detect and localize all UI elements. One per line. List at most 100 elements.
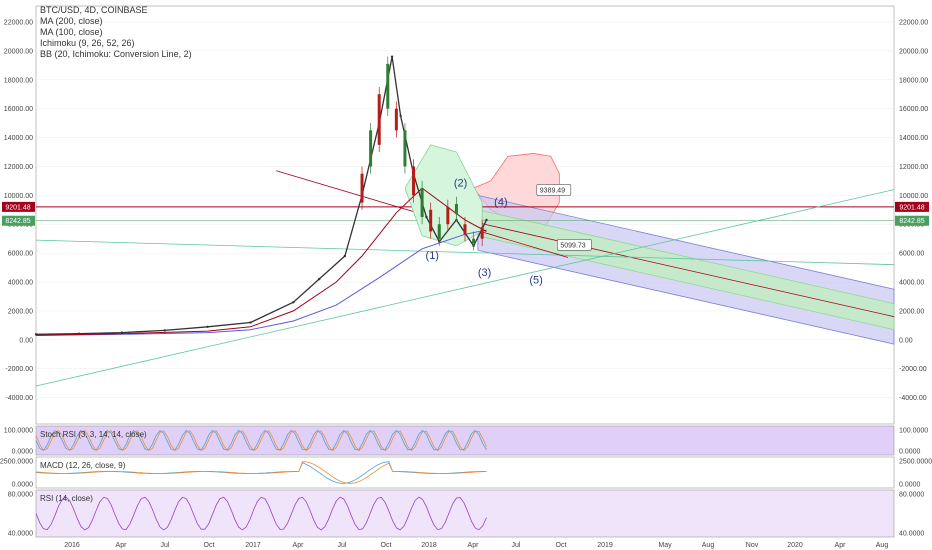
y-tick-left-1: 20000.00 bbox=[4, 48, 33, 55]
y-tick-left-5: 12000.00 bbox=[4, 164, 33, 171]
price-label-left-bg-ma bbox=[2, 215, 35, 226]
x-tick-13: May bbox=[658, 542, 672, 549]
x-tick-1: Apr bbox=[116, 542, 128, 549]
subpanel-0-tick-right-1: 0.0000 bbox=[899, 449, 921, 456]
series-0-point-6 bbox=[292, 301, 295, 304]
callout-box-1 bbox=[557, 239, 592, 251]
y-tick-right-5: 12000.00 bbox=[899, 164, 928, 171]
wave-label-0: (1) bbox=[426, 250, 439, 262]
legend-ma200: MA (200, close) bbox=[40, 16, 103, 26]
candle-body-6 bbox=[412, 166, 416, 196]
candle-body-13 bbox=[472, 238, 476, 244]
candle-body-8 bbox=[429, 209, 433, 232]
series-0-point-3 bbox=[163, 329, 166, 332]
x-tick-6: Jul bbox=[338, 542, 347, 549]
y-tick-right-12: -2000.00 bbox=[899, 366, 927, 373]
legend: BTC/USD, 4D, COINBASE MA (200, close) MA… bbox=[40, 5, 192, 60]
y-tick-left-2: 18000.00 bbox=[4, 77, 33, 84]
y-tick-left-12: -2000.00 bbox=[5, 366, 33, 373]
rsi-label: RSI (14, close) bbox=[40, 494, 93, 503]
price-label-left-current: 9201.48 bbox=[5, 204, 30, 211]
y-tick-right-2: 18000.00 bbox=[899, 77, 928, 84]
candle-body-1 bbox=[369, 130, 373, 167]
series-0-point-12 bbox=[399, 114, 402, 118]
y-tick-left-13: -4000.00 bbox=[5, 395, 33, 402]
y-tick-right-9: 4000.00 bbox=[899, 280, 924, 287]
legend-bb: BB (20, Ichimoku: Conversion Line, 2) bbox=[40, 49, 192, 59]
trendline-support bbox=[35, 239, 895, 266]
series-0-point-7 bbox=[317, 277, 321, 281]
candle-body-4 bbox=[394, 108, 398, 131]
subpanel-1-tick-left-1: 0.0000 bbox=[12, 482, 34, 489]
subpanel-1-tick-left-0: 2500.0000 bbox=[0, 459, 33, 466]
stoch-rsi-label: Stoch RSI (3, 3, 14, 14, close) bbox=[40, 430, 147, 439]
series-0-point-18 bbox=[485, 218, 488, 222]
x-tick-11: Oct bbox=[556, 542, 567, 549]
x-tick-15: Nov bbox=[746, 542, 759, 549]
subpanel-frame-0 bbox=[35, 425, 895, 456]
subpanel-2-line bbox=[35, 496, 487, 531]
x-tick-14: Aug bbox=[702, 542, 715, 549]
wave-label-3: (4) bbox=[494, 196, 507, 208]
wave-label-2: (3) bbox=[478, 267, 491, 279]
subpanel-0-tick-right-0: 100.0000 bbox=[899, 428, 928, 435]
candle-body-0 bbox=[360, 173, 364, 203]
price-label-right-ma: 8242.85 bbox=[899, 218, 924, 225]
wave-label-1: (2) bbox=[454, 178, 467, 190]
y-tick-right-10: 2000.00 bbox=[899, 308, 924, 315]
legend-ichimoku: Ichimoku (9, 26, 52, 26) bbox=[40, 38, 135, 48]
y-tick-right-11: 0.00 bbox=[899, 337, 913, 344]
price-label-right-current: 9201.48 bbox=[899, 204, 924, 211]
series-0-point-5 bbox=[249, 321, 252, 324]
x-tick-12: 2019 bbox=[597, 542, 613, 549]
candle-body-5 bbox=[403, 130, 407, 167]
candle-body-14 bbox=[480, 227, 484, 239]
x-tick-3: Oct bbox=[204, 542, 215, 549]
x-tick-8: 2018 bbox=[421, 542, 437, 549]
y-tick-left-10: 2000.00 bbox=[8, 308, 33, 315]
y-tick-left-0: 22000.00 bbox=[4, 20, 33, 27]
y-tick-right-3: 16000.00 bbox=[899, 106, 928, 113]
subpanel-2-tick-right-0: 80.0000 bbox=[899, 492, 924, 499]
y-tick-right-13: -4000.00 bbox=[899, 395, 927, 402]
subpanel-2-tick-left-0: 80.0000 bbox=[8, 492, 33, 499]
x-tick-17: Apr bbox=[835, 542, 847, 549]
y-tick-right-8: 6000.00 bbox=[899, 251, 924, 258]
y-tick-left-9: 4000.00 bbox=[8, 280, 33, 287]
subpanel-2-tick-right-1: 40.0000 bbox=[899, 531, 924, 538]
x-tick-2: Jul bbox=[161, 542, 170, 549]
x-tick-0: 2016 bbox=[64, 542, 80, 549]
price-label-right-bg-ma bbox=[895, 215, 929, 226]
bollinger-fill bbox=[404, 144, 483, 247]
y-tick-left-8: 6000.00 bbox=[8, 251, 33, 258]
subpanel-0-tick-left-1: 0.0000 bbox=[12, 449, 34, 456]
candle-body-3 bbox=[386, 63, 390, 109]
series-0-point-14 bbox=[425, 215, 428, 219]
series-0-point-11 bbox=[390, 55, 394, 58]
channel-midline bbox=[477, 222, 895, 318]
subpanel-1-tick-right-0: 2500.0000 bbox=[899, 459, 932, 466]
series-0-point-8 bbox=[343, 254, 347, 258]
candle-body-11 bbox=[454, 204, 458, 215]
series-line-2 bbox=[35, 187, 487, 336]
callout-text-0: 9389.49 bbox=[540, 187, 565, 194]
x-tick-10: Jul bbox=[512, 542, 521, 549]
series-0-point-4 bbox=[206, 325, 209, 328]
y-tick-right-1: 20000.00 bbox=[899, 48, 928, 55]
series-0-point-2 bbox=[120, 331, 124, 334]
series-line-1 bbox=[35, 229, 487, 336]
subpanel-2-tick-left-1: 40.0000 bbox=[8, 531, 33, 538]
legend-ma100: MA (100, close) bbox=[40, 27, 103, 37]
price-label-right-bg-current bbox=[895, 201, 929, 212]
y-tick-left-6: 10000.00 bbox=[4, 193, 33, 200]
y-tick-right-0: 22000.00 bbox=[899, 20, 928, 27]
callout-text-1: 5099.73 bbox=[560, 242, 585, 249]
price-label-left-ma: 8242.85 bbox=[5, 218, 30, 225]
candle-body-7 bbox=[420, 188, 424, 218]
y-tick-left-3: 16000.00 bbox=[4, 106, 33, 113]
subpanel-1-tick-right-1: 0.0000 bbox=[899, 482, 921, 489]
subpanel-frame-2 bbox=[35, 489, 895, 538]
price-label-left-bg-current bbox=[2, 201, 35, 212]
x-tick-5: Apr bbox=[293, 542, 305, 549]
